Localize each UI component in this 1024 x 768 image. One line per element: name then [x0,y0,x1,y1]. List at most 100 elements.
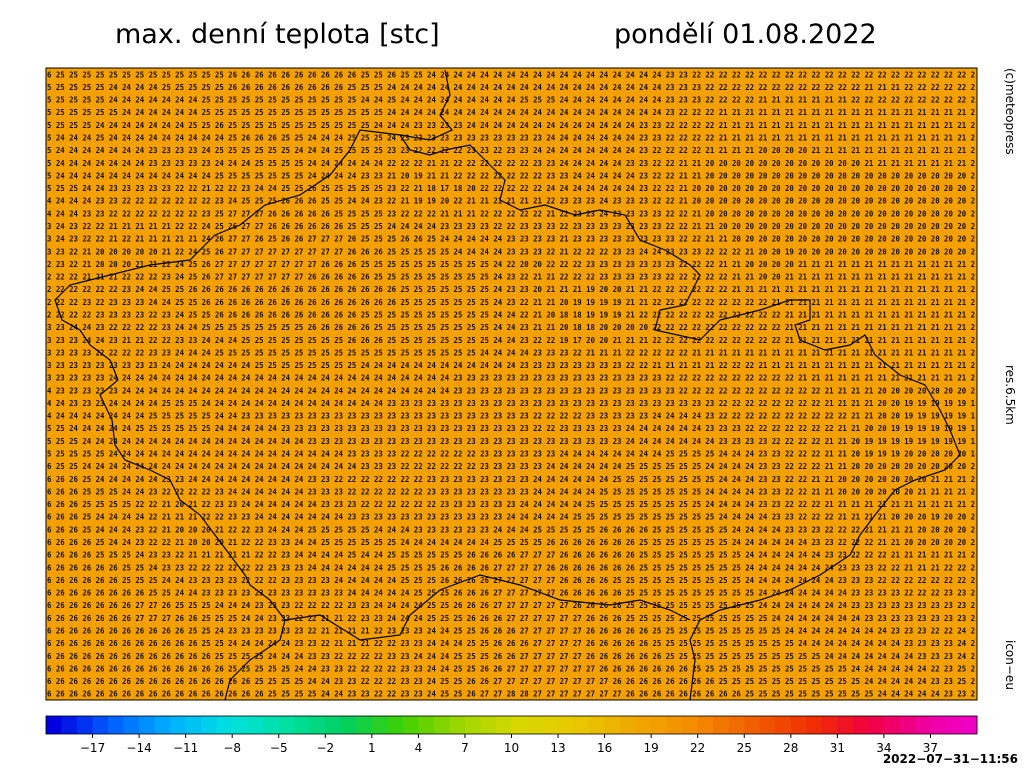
colorbar-segment [852,716,869,734]
colorbar-segment [464,716,481,734]
colorbar-tick-label: 22 [690,741,705,755]
colorbar-segment [728,716,745,734]
colorbar-segment [930,716,947,734]
colorbar-tick-label: −11 [173,741,198,755]
colorbar-segment [651,716,668,734]
colorbar-segment [387,716,404,734]
colorbar-segment [371,716,388,734]
colorbar-tick-label: 13 [550,741,565,755]
colorbar-segment [61,716,78,734]
grid-row: 5 25 25 25 25 25 24 24 24 24 24 24 25 25… [47,108,975,117]
colorbar-segment [356,716,373,734]
colorbar-tick-label: 31 [830,741,845,755]
grid-row: 6 26 26 26 26 26 26 26 26 26 26 26 26 25… [47,652,975,661]
colorbar-segment [216,716,233,734]
grid-row: 6 25 25 25 25 25 25 25 25 25 25 25 25 25… [47,70,975,79]
grid-row: 6 26 26 25 24 24 24 24 24 23 23 24 24 24… [47,475,975,484]
colorbar-segment [558,716,575,734]
colorbar-segment [418,716,435,734]
colorbar-segment [495,716,512,734]
grid-row: 6 26 26 26 26 26 26 26 26 26 26 26 26 26… [47,664,975,673]
resolution-label: res.6.5km [1003,365,1017,425]
colorbar-segment [325,716,342,734]
colorbar-segment [573,716,590,734]
colorbar-tick-label: −5 [270,741,288,755]
grid-row: 3 23 23 23 22 22 22 22 23 23 24 24 24 25… [47,348,975,357]
colorbar-segment [589,716,606,734]
grid-row: 6 26 26 26 26 26 25 25 25 24 24 23 23 23… [47,576,975,585]
colorbar-tick-label: 28 [783,741,798,755]
grid-row: 3 23 24 24 23 22 22 22 22 23 24 24 25 25… [47,323,975,332]
grid-row: 6 26 26 26 26 26 26 26 25 25 24 24 23 23… [47,589,975,598]
colorbar-segment [247,716,264,734]
map-title: max. denní teplota [stc] [115,19,440,50]
colorbar-segment [185,716,202,734]
colorbar-segment [868,716,885,734]
colorbar-segment [527,716,544,734]
grid-row: 6 26 26 26 26 26 25 25 24 23 23 22 22 22… [47,563,975,572]
colorbar-segment [961,716,978,734]
colorbar-segment [713,716,730,734]
colorbar-segment [821,716,838,734]
grid-row: 2 23 22 21 20 20 20 21 21 22 24 25 26 27… [47,260,975,269]
colorbar-tick-label: 25 [737,741,752,755]
grid-row: 4 23 23 23 23 23 24 24 24 24 24 24 24 24… [47,386,975,395]
colorbar: −17 −14 −11 −8 −5 −2 1 4 7 10 13 16 19 22 25 28 31 34 37 [45,715,978,755]
grid-row: 5 25 25 25 25 24 24 24 24 24 24 24 25 25… [47,96,975,105]
value-grid: 6 25 25 25 25 25 25 25 25 25 25 25 25 25… [47,70,975,698]
colorbar-segment [682,716,699,734]
colorbar-segment [480,716,497,734]
grid-row: 2 22 22 21 21 21 22 22 22 23 24 25 26 27… [47,273,975,282]
grid-row: 6 25 25 24 24 24 24 24 24 24 24 24 24 24… [47,462,975,471]
grid-row: 3 23 22 21 20 20 20 20 20 21 22 24 25 26… [47,247,975,256]
border-south [284,574,691,641]
colorbar-segment [899,716,916,734]
grid-row: 6 26 26 26 26 26 26 27 27 26 25 25 25 24… [47,601,975,610]
grid-row: 5 25 25 24 24 24 24 24 24 24 24 24 24 24… [47,437,975,446]
colorbar-segment [278,716,295,734]
colorbar-segment [945,716,962,734]
grid-row: 5 24 24 24 24 24 24 24 23 23 23 23 23 24… [47,159,975,168]
colorbar-tick-label: 7 [461,741,469,755]
colorbar-segment [790,716,807,734]
colorbar-segment [139,716,156,734]
colorbar-segment [666,716,683,734]
colorbar-segment [309,716,326,734]
colorbar-segment [604,716,621,734]
grid-row: 4 24 24 24 23 23 22 22 22 22 22 22 22 23… [47,197,975,206]
colorbar-tick-label: 37 [923,741,938,755]
colorbar-segment [46,716,63,734]
grid-row: 6 26 26 26 26 26 26 26 26 26 26 26 25 25… [47,639,975,648]
colorbar-segment [108,716,125,734]
grid-row: 3 24 23 22 22 21 22 21 21 21 21 21 24 26… [47,235,975,244]
colorbar-segment [123,716,140,734]
grid-row: 6 26 26 26 26 26 26 26 26 26 26 26 26 26… [47,690,975,699]
colorbar-segment [433,716,450,734]
grid-row: 6 26 26 25 25 25 24 24 23 22 22 22 22 23… [47,487,975,496]
grid-row: 4 24 24 24 24 24 24 24 25 25 25 25 25 24… [47,412,975,421]
colorbar-segment [402,716,419,734]
colorbar-tick-label: −2 [316,741,334,755]
colorbar-segment [154,716,171,734]
colorbar-tick-label: −17 [80,741,105,755]
map-frame [45,67,978,701]
colorbar-segment [620,716,637,734]
grid-row: 2 22 22 23 22 23 23 23 24 24 25 25 26 26… [47,298,975,307]
grid-row: 6 26 26 25 24 24 24 24 22 21 21 21 22 22… [47,513,975,522]
grid-row: 2 22 22 22 22 22 23 24 24 25 25 26 26 26… [47,285,975,294]
grid-row: 3 23 23 23 23 24 24 24 24 24 24 24 24 24… [47,374,975,383]
grid-row: 3 23 23 23 23 23 23 23 23 24 24 24 24 24… [47,361,975,370]
colorbar-segment [775,716,792,734]
colorbar-segment [914,716,931,734]
grid-row: 6 26 26 26 25 24 24 23 22 22 21 20 20 20… [47,538,975,547]
colorbar-tick-label: 16 [597,741,612,755]
colorbar-segment [263,716,280,734]
timestamp: 2022−07−31−11:56 [883,752,1018,766]
grid-row: 4 24 23 23 23 24 24 24 24 25 25 25 24 24… [47,399,975,408]
grid-row: 3 24 23 22 22 21 21 21 21 21 22 22 24 25… [47,222,975,231]
grid-row: 6 26 26 26 26 26 26 26 26 26 26 26 26 26… [47,677,975,686]
colorbar-tick-label: 1 [368,741,376,755]
colorbar-segment [201,716,218,734]
grid-row: 3 23 23 24 24 23 21 21 22 22 23 23 24 24… [47,336,975,345]
colorbar-segment [806,716,823,734]
